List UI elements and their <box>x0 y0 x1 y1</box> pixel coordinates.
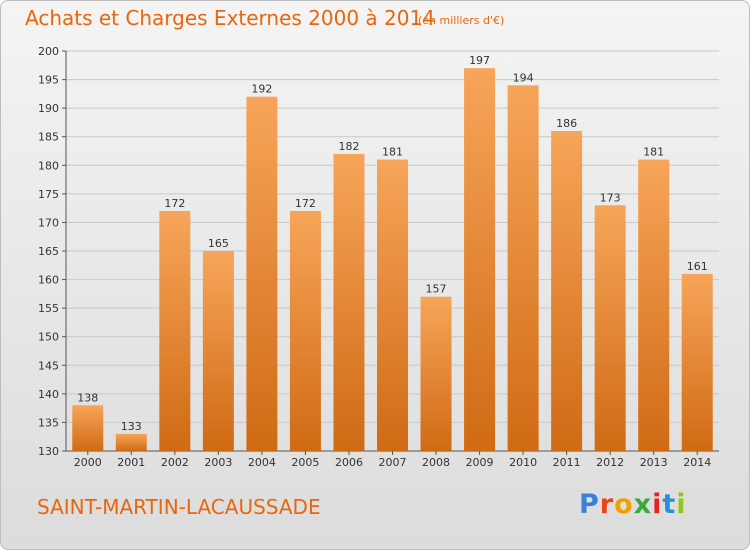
bar <box>681 273 713 451</box>
bar-value-label: 182 <box>338 140 359 153</box>
x-tick-label: 2002 <box>161 456 189 469</box>
x-tick-label: 2004 <box>248 456 276 469</box>
bar-value-label: 157 <box>426 283 447 296</box>
x-tick-label: 2007 <box>379 456 407 469</box>
bar-value-label: 192 <box>251 83 272 96</box>
y-tick-label: 185 <box>38 131 59 144</box>
bar-value-label: 173 <box>600 191 621 204</box>
chart-subtitle: (en milliers d'€) <box>418 14 505 27</box>
plot-area: 130 135 140 145 150 155 160 165 170 175 180 185 190 1… <box>38 45 719 469</box>
x-tick-label: 2013 <box>640 456 668 469</box>
logo-letter: P <box>579 489 600 520</box>
bar-value-label: 133 <box>121 420 142 433</box>
chart-title: Achats et Charges Externes 2000 à 2014 <box>25 6 435 30</box>
bar <box>72 405 104 451</box>
x-tick-label: 2003 <box>204 456 232 469</box>
y-tick-label: 180 <box>38 159 59 172</box>
y-tick-label: 160 <box>38 274 59 287</box>
x-tick-label: 2011 <box>553 456 581 469</box>
bar-value-label: 165 <box>208 237 229 250</box>
y-tick-label: 145 <box>38 359 59 372</box>
logo-letter: o <box>614 489 634 520</box>
logo-letter: x <box>633 489 653 520</box>
y-tick-label: 150 <box>38 331 59 344</box>
bar <box>202 251 234 451</box>
x-tick-label: 2006 <box>335 456 363 469</box>
x-tick-label: 2008 <box>422 456 450 469</box>
y-tick-label: 140 <box>38 388 59 401</box>
logo-letter: t <box>662 489 677 520</box>
bar <box>159 211 191 451</box>
y-tick-label: 130 <box>38 445 59 458</box>
bar-value-label: 181 <box>643 146 664 159</box>
proxiti-logo: Proxiti <box>579 489 687 520</box>
bar <box>246 96 278 451</box>
bar <box>638 159 670 452</box>
logo-letter: i <box>676 489 687 520</box>
bar-value-label: 181 <box>382 146 403 159</box>
y-tick-label: 170 <box>38 216 59 229</box>
x-tick-label: 2005 <box>291 456 319 469</box>
bar <box>420 296 452 451</box>
y-tick-label: 200 <box>38 45 59 58</box>
bar <box>377 159 408 452</box>
y-tick-label: 165 <box>38 245 59 258</box>
y-tick-label: 190 <box>38 102 59 115</box>
bar-value-label: 138 <box>77 391 98 404</box>
x-tick-label: 2014 <box>683 456 711 469</box>
bar <box>289 211 321 451</box>
x-tick-label: 2000 <box>74 456 102 469</box>
bar-value-label: 172 <box>295 197 316 210</box>
x-tick-label: 2009 <box>466 456 494 469</box>
bar <box>464 68 496 452</box>
bar-value-label: 197 <box>469 54 490 67</box>
bar <box>507 85 539 452</box>
bar-value-label: 186 <box>556 117 577 130</box>
y-tick-label: 155 <box>38 302 59 315</box>
bar <box>594 205 626 451</box>
bar-value-label: 194 <box>513 71 534 84</box>
logo-letter: i <box>652 489 663 520</box>
bar <box>333 153 365 451</box>
bar-value-label: 161 <box>687 260 708 273</box>
x-tick-label: 2010 <box>509 456 537 469</box>
y-tick-label: 195 <box>38 74 59 87</box>
place-name: SAINT-MARTIN-LACAUSSADE <box>37 495 321 519</box>
bar-value-label: 172 <box>164 197 185 210</box>
x-tick-label: 2012 <box>596 456 624 469</box>
logo-letter: r <box>599 489 615 520</box>
bar <box>551 131 583 451</box>
x-tick-label: 2001 <box>117 456 145 469</box>
bar <box>115 433 147 451</box>
y-tick-label: 135 <box>38 416 59 429</box>
y-tick-label: 175 <box>38 188 59 201</box>
